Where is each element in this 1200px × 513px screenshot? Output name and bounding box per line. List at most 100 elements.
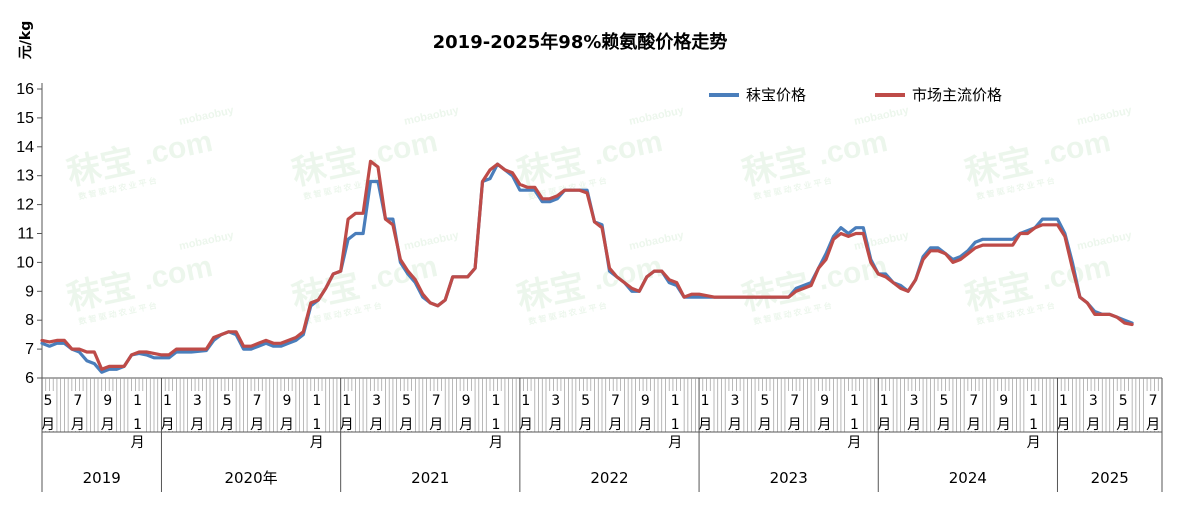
x-tick-label-top: 5 [581, 393, 590, 409]
y-tick-label: 11 [17, 226, 34, 243]
x-tick-label-bottom: 月 [1086, 417, 1100, 433]
x-tick-label-bottom: 月 [250, 417, 264, 433]
x-tick-label-top: 5 [760, 393, 769, 409]
x-tick-label-top: 7 [253, 393, 262, 409]
x-tick-label-bg [877, 391, 892, 431]
x-tick-label-bottom: 月 [429, 417, 443, 433]
x-tick-label-bg [638, 391, 653, 431]
y-tick-label: 6 [25, 370, 34, 387]
x-tick-label-bottom: 月 [101, 417, 115, 433]
x-tick-label-top: 1 [492, 393, 501, 409]
x-tick-label-bg [1026, 391, 1041, 449]
x-tick-label-top: 9 [282, 393, 291, 409]
x-tick-label-bg [100, 391, 115, 431]
x-tick-label-bg [160, 391, 175, 431]
x-tick-label-bottom: 月 [340, 417, 354, 433]
x-tick-label-bg [996, 391, 1011, 431]
x-tick-label-bottom: 月 [818, 417, 832, 433]
year-label: 2022 [590, 469, 628, 487]
x-tick-label-bottom: 月 [997, 417, 1011, 433]
x-tick-label-bottom: 月 [220, 417, 234, 433]
x-tick-label-bg [847, 391, 862, 449]
x-tick-label-bg [1116, 391, 1131, 431]
y-tick-label: 12 [16, 197, 34, 214]
y-tick-label: 13 [16, 168, 34, 185]
y-axis: 6 7 8 9 10 11 12 13 14 15 16 [16, 81, 43, 387]
year-label: 2019 [83, 469, 121, 487]
x-tick-label-bg [518, 391, 533, 431]
x-tick-label-top: 1 [163, 393, 172, 409]
x-tick-label-bottom: 月 [190, 417, 204, 433]
x-tick-label-top: 7 [969, 393, 978, 409]
x-tick-label-bg [220, 391, 235, 431]
legend-label-mobao: 秣宝价格 [746, 86, 806, 104]
y-tick-label: 10 [16, 254, 34, 271]
x-tick-label-top: 7 [432, 393, 441, 409]
x-tick-label-top: 3 [1089, 393, 1098, 409]
x-tick-label-bg [1056, 391, 1071, 431]
x-tick-label-bg [190, 391, 205, 431]
x-tick-label-bg [279, 391, 294, 431]
x-tick-label-bottom: 月 [1056, 417, 1070, 433]
x-tick-label-bg [41, 391, 55, 431]
x-tick-label-top: 3 [730, 393, 739, 409]
x-tick-label-bg [250, 391, 265, 431]
y-axis-label: 元/kg [18, 21, 34, 59]
series-line-market [40, 159, 1134, 371]
x-tick-label-bottom: 月 [370, 417, 384, 433]
x-tick-label-bottom: 1 [850, 417, 859, 433]
x-tick-label-bottom: 月 [788, 417, 802, 433]
x-tick-label-bg [966, 391, 981, 431]
x-tick-label-top: 5 [1119, 393, 1128, 409]
x-tick-label-bottom: 月 [160, 417, 174, 433]
x-tick-label-bg [698, 391, 713, 431]
y-tick-label: 15 [16, 110, 34, 127]
x-tick-label-top: 9 [820, 393, 829, 409]
x-tick-label-top: 7 [73, 393, 82, 409]
x-tick-label-bottom: 月 [71, 417, 85, 433]
x-tick-label-extra: 月 [668, 435, 682, 451]
x-tick-label-top: 1 [850, 393, 859, 409]
x-tick-label-top: 7 [790, 393, 799, 409]
x-tick-label-bg [668, 391, 683, 449]
x-tick-label-bg [817, 391, 832, 431]
x-tick-label-bottom: 月 [1116, 417, 1130, 433]
x-tick-label-bg [757, 391, 772, 431]
x-tick-label-extra: 月 [847, 435, 861, 451]
legend: 秣宝价格 市场主流价格 [709, 86, 1002, 104]
year-label: 2021 [411, 469, 449, 487]
x-tick-label-bg [399, 391, 414, 431]
x-tick-label-bg [1086, 391, 1101, 431]
x-tick-label-top: 7 [1149, 393, 1158, 409]
x-tick-label-top: 9 [103, 393, 112, 409]
x-tick-label-top: 9 [641, 393, 650, 409]
x-tick-label-bottom: 1 [671, 417, 680, 433]
x-tick-label-bg [489, 391, 503, 449]
x-tick-label-top: 1 [312, 393, 321, 409]
y-tick-label: 14 [16, 139, 34, 156]
legend-label-market: 市场主流价格 [912, 86, 1002, 104]
x-tick-label-bg [937, 391, 951, 431]
x-tick-label-bottom: 月 [41, 417, 55, 433]
x-tick-label-extra: 月 [1027, 435, 1041, 451]
x-tick-label-bg [907, 391, 922, 431]
x-tick-label-bg [70, 391, 85, 431]
year-label: 2024 [949, 469, 987, 487]
year-label: 2020年 [224, 469, 277, 487]
x-tick-label-top: 1 [1059, 393, 1068, 409]
chart-title: 2019-2025年98%赖氨酸价格走势 [433, 31, 728, 53]
series-layer [40, 159, 1134, 374]
x-tick-label-top: 5 [940, 393, 949, 409]
x-tick-label-bottom: 月 [549, 417, 563, 433]
x-tick-label-bottom: 月 [280, 417, 294, 433]
x-tick-label-bg [578, 391, 593, 431]
x-tick-label-bottom: 1 [1029, 417, 1038, 433]
x-tick-label-top: 3 [193, 393, 202, 409]
x-tick-label-bottom: 月 [967, 417, 981, 433]
x-tick-label-top: 5 [402, 393, 411, 409]
x-tick-label-extra: 月 [131, 435, 145, 451]
x-tick-label-top: 3 [372, 393, 381, 409]
x-axis: 5 月 7 月 9 月 1 1 月 1 月 3 月 5 月 7 月 9 月 1 1 月 1 月 3 月 5 月 7 月 9 月 1 1 月 1 月 3 月 5… [41, 377, 1163, 492]
year-label: 2025 [1091, 469, 1129, 487]
x-tick-label-bg [459, 391, 474, 431]
